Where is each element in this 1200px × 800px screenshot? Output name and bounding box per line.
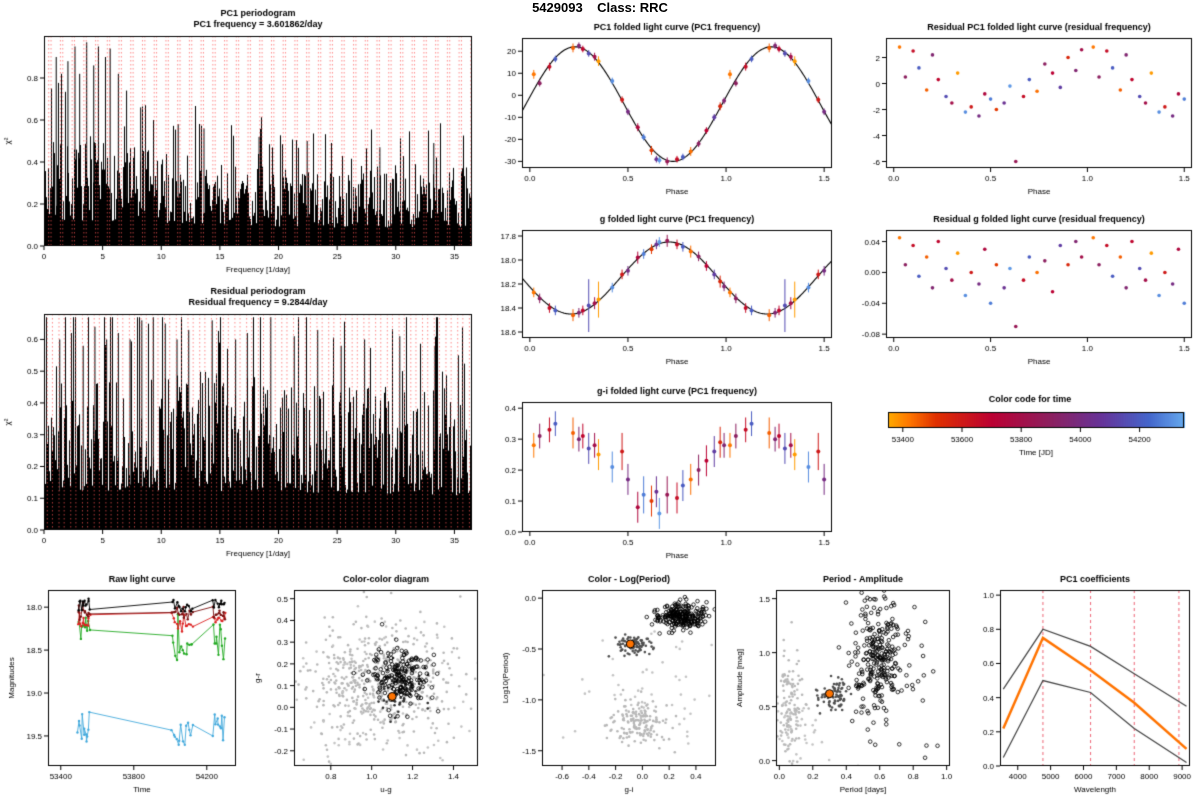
pc1-coefficients-panel: [966, 572, 1198, 798]
raw-light-curve-panel: [4, 572, 244, 798]
residual-pc1-panel: [852, 20, 1200, 200]
color-log-period-panel: [498, 572, 724, 798]
figure-title: 5429093 Class: RRC: [532, 0, 668, 15]
residual-periodogram-panel: [0, 284, 480, 562]
residual-g-panel: [852, 212, 1200, 370]
period-amplitude-panel: [732, 572, 958, 798]
time-colorbar: [862, 392, 1198, 476]
g-i-folded-light-curve-panel: [488, 384, 840, 564]
pc1-periodogram-panel: [0, 6, 480, 278]
color-color-diagram-panel: [250, 572, 486, 798]
g-folded-light-curve-panel: [488, 212, 840, 370]
pc1-folded-light-curve-panel: [488, 20, 840, 200]
